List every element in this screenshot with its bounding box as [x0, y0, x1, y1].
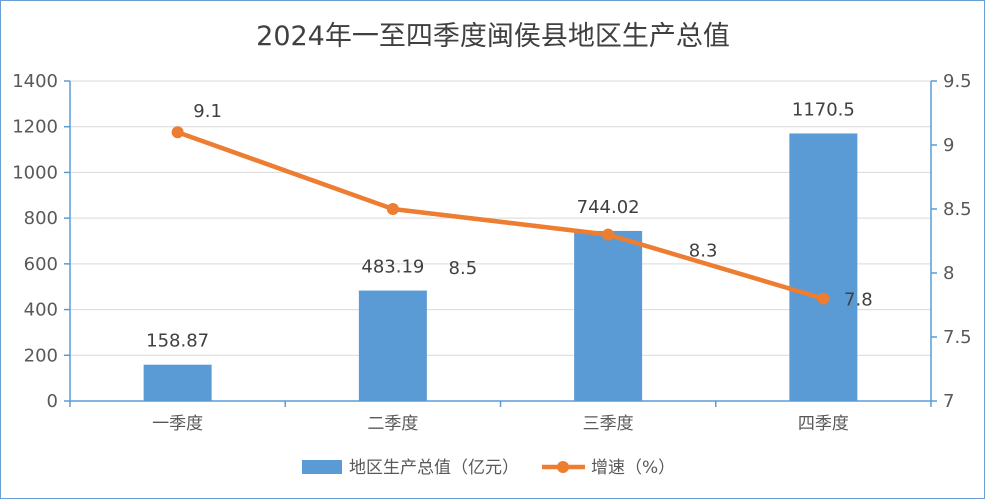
bar-data-label: 744.02: [577, 197, 640, 218]
bar-data-label: 1170.5: [792, 99, 855, 120]
bar-series: [143, 133, 858, 401]
line-point: [386, 203, 399, 215]
category-label: 三季度: [583, 414, 634, 434]
right-tick-label: 7: [943, 391, 954, 412]
line-data-label: 8.5: [449, 258, 478, 279]
left-tick-label: 1200: [12, 117, 58, 138]
category-label: 二季度: [367, 414, 418, 434]
line-data-label: 8.3: [689, 241, 718, 262]
right-tick-label: 9: [943, 135, 954, 156]
left-tick-label: 1000: [12, 162, 58, 183]
gridlines: [70, 80, 931, 356]
legend-line-marker: [557, 461, 569, 473]
left-tick-label: 600: [24, 254, 58, 275]
left-tick-label: 400: [24, 300, 58, 321]
category-label: 四季度: [798, 414, 849, 434]
category-label: 一季度: [152, 414, 203, 434]
legend-bar-label: 地区生产总值（亿元）: [349, 458, 519, 478]
right-axis-ticks: 7 7.5 8 8.5 9 9.5: [943, 71, 972, 412]
left-tick-label: 1400: [12, 71, 58, 92]
left-tick-label: 200: [24, 345, 58, 366]
bar: [358, 290, 427, 401]
left-tick-label: 0: [47, 391, 58, 412]
right-tick-label: 9.5: [943, 71, 972, 92]
bar-data-label: 158.87: [146, 331, 209, 352]
legend-line-label: 增速（%）: [591, 458, 675, 478]
right-tick-label: 8: [943, 263, 954, 284]
line-data-label: 7.8: [844, 290, 873, 311]
right-tick-label: 8.5: [943, 199, 972, 220]
line-data-label: 9.1: [193, 101, 222, 122]
data-labels: 158.87 483.19 744.02 1170.5 9.1 8.5 8.3 7.8: [146, 99, 873, 351]
left-tick-label: 800: [24, 208, 58, 229]
right-tick-label: 7.5: [943, 327, 972, 348]
growth-line: [175, 129, 826, 301]
line-point: [817, 292, 830, 305]
line-point: [602, 228, 615, 241]
line-point: [171, 126, 184, 139]
left-axis-ticks: 0 200 400 600 800 1000 1200 1400: [12, 71, 58, 412]
bar: [574, 230, 643, 401]
legend: 地区生产总值（亿元） 增速（%）: [302, 458, 675, 478]
axes: [64, 80, 937, 407]
line-series: [171, 126, 830, 305]
chart-title: 2024年一至四季度闽侯县地区生产总值: [256, 21, 730, 52]
bar: [143, 364, 212, 401]
bar-data-label: 483.19: [361, 257, 424, 278]
category-labels: 一季度 二季度 三季度 四季度: [152, 414, 849, 434]
legend-bar-swatch: [302, 460, 342, 474]
bar: [789, 133, 858, 401]
